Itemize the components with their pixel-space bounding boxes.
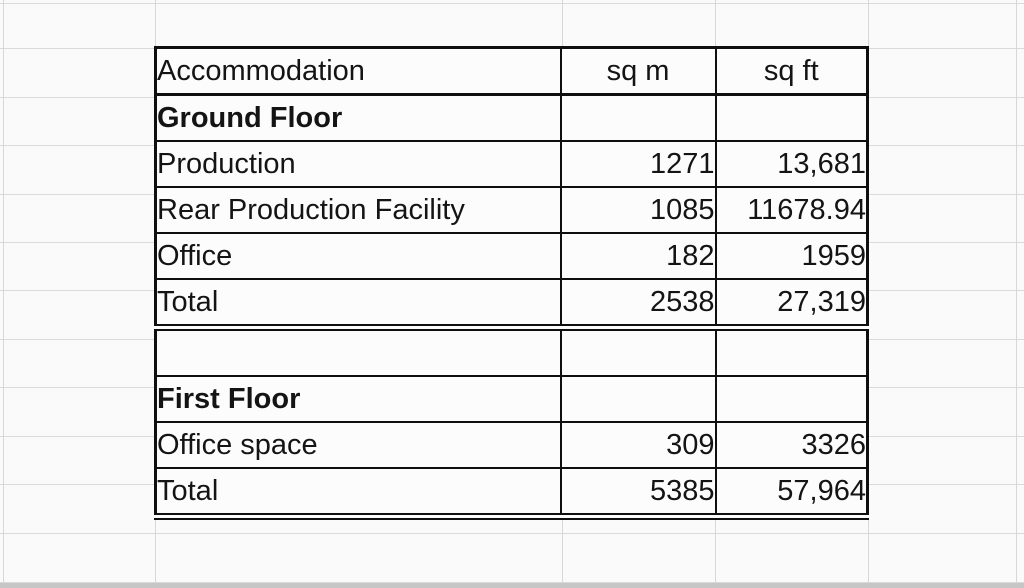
cell-label	[154, 326, 562, 377]
cell-sqm	[559, 326, 717, 377]
cell-sqft: 57,964	[714, 467, 869, 520]
cell-label: First Floor	[154, 375, 562, 423]
row-office: Office 182 1959	[154, 232, 869, 280]
cell-sqm	[559, 375, 717, 423]
row-production: Production 1271 13,681	[154, 140, 869, 188]
cell-sqft: 11678.94	[714, 186, 869, 234]
cell-label: Total	[154, 278, 562, 331]
cell-sqft	[714, 326, 869, 377]
cell-sqm: 2538	[559, 278, 717, 331]
cell-sqft: 27,319	[714, 278, 869, 331]
header-row: Accommodation sq m sq ft	[154, 46, 869, 96]
header-cell-accommodation: Accommodation	[154, 46, 562, 96]
section-row-ground-floor: Ground Floor	[154, 93, 869, 142]
spacer-row	[154, 326, 869, 377]
cell-sqft: 13,681	[714, 140, 869, 188]
cell-sqft	[714, 375, 869, 423]
accommodation-table: Accommodation sq m sq ft Ground Floor Pr…	[154, 46, 869, 520]
cell-label: Office	[154, 232, 562, 280]
sheet-bottom-edge	[0, 583, 1024, 588]
header-cell-sqft: sq ft	[714, 46, 869, 96]
row-ground-floor-total: Total 2538 27,319	[154, 278, 869, 331]
cell-sqft: 1959	[714, 232, 869, 280]
row-office-space: Office space 309 3326	[154, 421, 869, 469]
cell-label: Office space	[154, 421, 562, 469]
row-first-floor-total: Total 5385 57,964	[154, 467, 869, 520]
cell-sqft	[714, 93, 869, 142]
cell-sqm: 182	[559, 232, 717, 280]
cell-sqm: 309	[559, 421, 717, 469]
row-rear-production-facility: Rear Production Facility 1085 11678.94	[154, 186, 869, 234]
cell-label: Production	[154, 140, 562, 188]
cell-label: Total	[154, 467, 562, 520]
cell-sqm	[559, 93, 717, 142]
cell-sqft: 3326	[714, 421, 869, 469]
cell-sqm: 5385	[559, 467, 717, 520]
cell-label: Rear Production Facility	[154, 186, 562, 234]
cell-sqm: 1085	[559, 186, 717, 234]
header-cell-sqm: sq m	[559, 46, 717, 96]
section-row-first-floor: First Floor	[154, 375, 869, 423]
cell-label: Ground Floor	[154, 93, 562, 142]
cell-sqm: 1271	[559, 140, 717, 188]
